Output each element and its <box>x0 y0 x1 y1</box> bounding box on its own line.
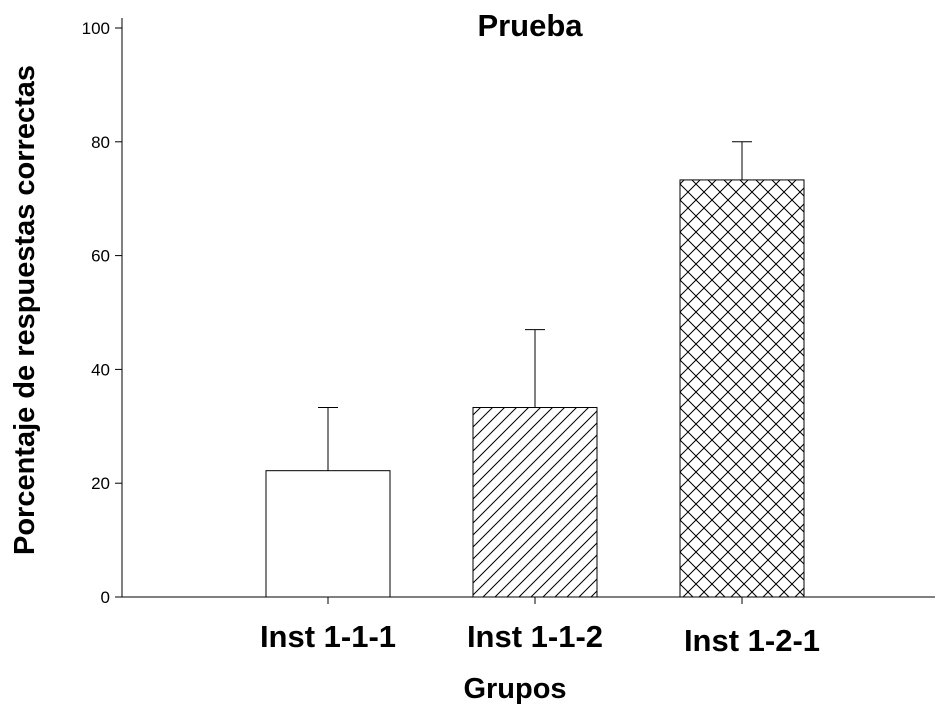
bar <box>679 179 805 598</box>
bar <box>265 470 391 598</box>
x-tick-label: Inst 1-1-1 <box>260 619 396 654</box>
bars <box>265 141 805 598</box>
chart-title: Prueba <box>477 8 583 43</box>
y-tick-label: 20 <box>91 474 110 493</box>
x-axis-label: Grupos <box>463 673 566 705</box>
y-axis: 0 20 40 60 80 100 <box>82 18 123 607</box>
y-tick-label: 80 <box>91 133 110 152</box>
x-axis: Inst 1-1-1 Inst 1-1-2 Inst 1-2-1 <box>122 596 935 658</box>
y-tick-label: 100 <box>82 19 110 38</box>
bar <box>472 407 598 598</box>
y-tick-label: 40 <box>91 360 110 379</box>
y-axis-label: Porcentaje de respuestas correctas <box>9 65 41 555</box>
x-tick-label: Inst 1-1-2 <box>467 619 603 654</box>
y-tick-label: 60 <box>91 247 110 266</box>
y-tick-label: 0 <box>101 588 110 607</box>
x-tick-label: Inst 1-2-1 <box>684 623 820 658</box>
